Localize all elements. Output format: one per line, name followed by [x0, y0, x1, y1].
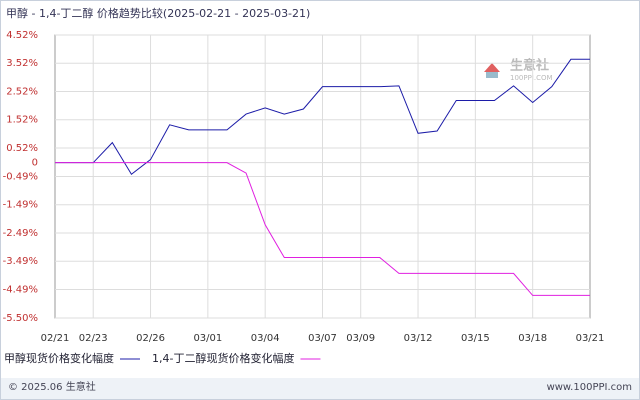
y-tick-label: -3.49%: [3, 256, 38, 267]
x-tick-label: 02/26: [136, 333, 165, 344]
x-tick-label: 03/21: [576, 333, 605, 344]
watermark-icon: [484, 63, 500, 72]
x-tick-label: 02/21: [41, 333, 70, 344]
x-tick-label: 02/23: [79, 333, 108, 344]
x-tick-label: 03/01: [193, 333, 222, 344]
watermark-icon: [486, 72, 498, 78]
y-tick-label: 0: [32, 158, 38, 169]
y-tick-label: -4.49%: [3, 284, 38, 295]
y-tick-label: 3.52%: [6, 58, 38, 69]
y-tick-label: 4.52%: [6, 30, 38, 41]
y-tick-label: -0.49%: [3, 172, 38, 183]
watermark-text: 100PPI.COM: [510, 74, 553, 82]
footer-left: © 2025.06 生意社: [8, 380, 96, 393]
y-tick-label: -5.50%: [3, 313, 38, 324]
x-tick-label: 03/04: [251, 333, 280, 344]
watermark-text: 生意社: [510, 58, 549, 74]
series-line: [55, 162, 590, 296]
watermark: 生意社 100PPI.COM: [484, 58, 553, 82]
chart-title: 甲醇 - 1,4-丁二醇 价格趋势比较(2025-02-21 - 2025-03…: [6, 6, 310, 20]
y-tick-label: -1.49%: [3, 200, 38, 211]
legend-label: 甲醇现货价格变化幅度: [4, 351, 114, 365]
x-tick-label: 03/15: [461, 333, 490, 344]
footer-right: www.100PPI.com: [547, 382, 632, 393]
x-tick-label: 03/12: [404, 333, 433, 344]
y-tick-label: -2.49%: [3, 228, 38, 239]
legend-label: 1,4-丁二醇现货价格变化幅度: [152, 351, 294, 365]
y-tick-label: 1.52%: [6, 115, 38, 126]
y-tick-label: 0.52%: [6, 143, 38, 154]
x-tick-label: 03/07: [308, 333, 337, 344]
footer-band: [1, 378, 639, 399]
x-tick-label: 03/09: [346, 333, 375, 344]
x-tick-label: 03/18: [518, 333, 547, 344]
y-tick-label: 2.52%: [6, 86, 38, 97]
series-line: [55, 58, 590, 175]
